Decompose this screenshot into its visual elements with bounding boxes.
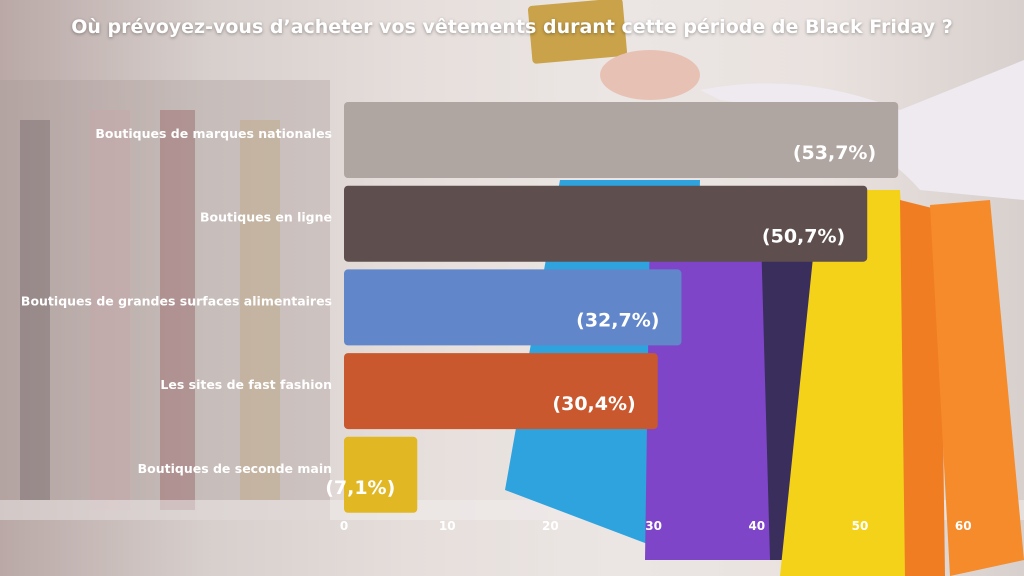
bar: [344, 102, 899, 178]
category-label: Boutiques de seconde main: [138, 461, 332, 476]
category-label: Les sites de fast fashion: [160, 377, 332, 392]
bar: [344, 185, 868, 262]
x-tick-label: 10: [439, 519, 456, 533]
data-label: (7,1%): [325, 477, 395, 499]
x-tick-label: 40: [748, 519, 765, 533]
data-label: (53,7%): [793, 142, 876, 164]
x-tick-label: 50: [852, 519, 869, 533]
x-tick-label: 20: [542, 519, 559, 533]
x-tick-label: 30: [645, 519, 662, 533]
category-label: Boutiques en ligne: [200, 210, 332, 225]
bar: [344, 436, 418, 513]
data-label: (50,7%): [762, 226, 845, 248]
bar: [344, 353, 658, 430]
category-label: Boutiques de grandes surfaces alimentair…: [21, 293, 332, 308]
bar: [344, 269, 682, 346]
data-label: (30,4%): [552, 393, 635, 415]
x-tick-label: 60: [955, 519, 972, 533]
x-tick-label: 0: [340, 519, 348, 533]
chart-title: Où prévoyez-vous d’acheter vos vêtements…: [71, 16, 953, 38]
data-label: (32,7%): [576, 309, 659, 331]
category-label: Boutiques de marques nationales: [95, 126, 332, 141]
